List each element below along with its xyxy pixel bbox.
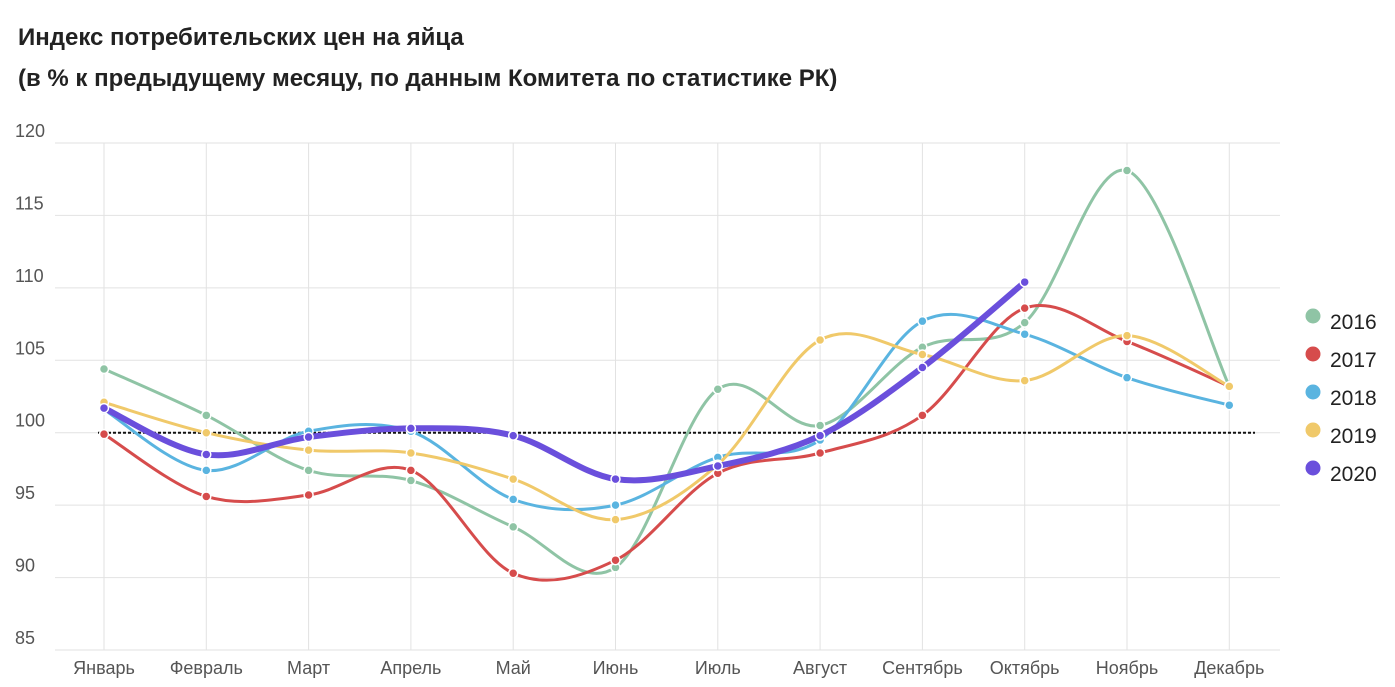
point <box>1019 276 1030 288</box>
point <box>814 420 826 431</box>
point <box>201 449 212 460</box>
point <box>814 430 826 441</box>
y-tick-label: 100 <box>15 411 45 431</box>
x-tick-label: Май <box>496 658 531 678</box>
x-tick-label: Январь <box>73 658 135 678</box>
chart-subtitle: (в % к предыдущему месяцу, по данным Ком… <box>18 65 837 92</box>
y-tick-label: 95 <box>15 483 35 503</box>
y-tick-label: 105 <box>15 338 45 358</box>
legend-marker <box>1305 422 1321 438</box>
point <box>610 554 621 566</box>
point <box>303 465 314 476</box>
point <box>303 444 314 456</box>
y-tick-label: 120 <box>15 121 45 141</box>
legend-label: 2020 <box>1330 463 1377 486</box>
point <box>201 491 212 502</box>
x-tick-label: Февраль <box>170 658 243 678</box>
point <box>917 349 928 360</box>
point <box>507 430 519 441</box>
series-line <box>102 332 1231 522</box>
legend-marker <box>1305 308 1321 324</box>
point <box>1121 372 1133 383</box>
point <box>917 362 928 373</box>
point <box>303 489 314 501</box>
legend-label: 2019 <box>1330 425 1377 448</box>
point <box>1019 328 1030 340</box>
legend-label: 2017 <box>1330 349 1377 372</box>
x-tick-label: Сентябрь <box>882 658 963 678</box>
x-tick-label: Октябрь <box>990 658 1060 678</box>
point <box>1121 330 1133 341</box>
x-tick-label: Апрель <box>380 658 441 678</box>
point <box>201 410 212 421</box>
x-tick-label: Июль <box>695 658 741 678</box>
point <box>814 447 826 459</box>
point <box>917 315 928 327</box>
x-tick-label: Декабрь <box>1194 658 1264 678</box>
y-tick-label: 110 <box>15 266 44 286</box>
point <box>405 423 417 434</box>
point <box>303 431 314 443</box>
point <box>814 334 826 346</box>
y-tick-label: 85 <box>15 628 35 648</box>
chart-title: Индекс потребительских цен на яйца <box>18 24 464 51</box>
series-line <box>101 279 1028 484</box>
point <box>610 514 621 525</box>
point <box>405 465 417 476</box>
point <box>201 465 212 476</box>
point <box>405 475 417 486</box>
point <box>1224 381 1235 392</box>
point <box>610 499 621 511</box>
series-line <box>102 168 1231 575</box>
x-tick-label: Март <box>287 658 330 678</box>
legend-marker <box>1305 460 1321 476</box>
legend-marker <box>1305 346 1321 362</box>
point <box>917 410 928 421</box>
legend-label: 2016 <box>1330 311 1377 334</box>
point <box>1019 375 1030 386</box>
point <box>98 363 110 375</box>
point <box>405 447 417 459</box>
point <box>507 567 519 579</box>
point <box>1224 399 1235 411</box>
x-tick-label: Август <box>793 658 847 678</box>
point <box>1019 317 1030 328</box>
point <box>1019 302 1030 314</box>
y-tick-label: 115 <box>15 193 44 213</box>
point <box>98 402 110 414</box>
x-tick-label: Ноябрь <box>1096 658 1158 678</box>
legend-label: 2018 <box>1330 387 1377 410</box>
point <box>507 473 519 485</box>
point <box>507 494 519 505</box>
point <box>98 428 110 440</box>
point <box>1121 165 1133 176</box>
legend-marker <box>1305 384 1321 400</box>
y-tick-label: 90 <box>15 556 35 576</box>
point <box>712 460 724 472</box>
point <box>201 427 212 438</box>
point <box>507 521 519 533</box>
point <box>712 384 724 395</box>
x-tick-label: Июнь <box>593 658 639 678</box>
point <box>610 473 621 485</box>
